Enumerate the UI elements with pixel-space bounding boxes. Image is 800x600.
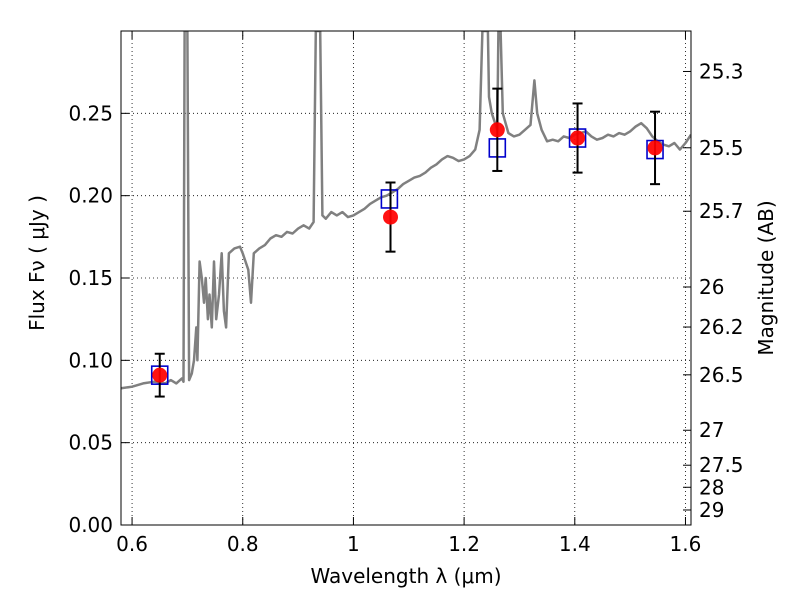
observed-photometry-series [152, 87, 663, 398]
y-tick-label: 0.05 [68, 431, 113, 455]
right-tick-label: 26.5 [699, 363, 744, 387]
right-tick-label: 25.7 [699, 199, 744, 223]
right-axis-label: Magnitude (AB) [754, 200, 778, 355]
observed-point [489, 122, 505, 138]
y-tick-label: 0.20 [68, 184, 113, 208]
observed-point [570, 130, 586, 146]
x-tick-label: 0.8 [227, 532, 259, 556]
y-tick-label: 0.15 [68, 266, 113, 290]
model-photometry-square [380, 189, 399, 209]
x-tick-label: 0.6 [116, 532, 148, 556]
x-axis-ticks: 0.6 0.8 1 1.2 1.4 1.6 [116, 31, 701, 556]
right-tick-label: 25.5 [699, 136, 744, 160]
x-tick-label: 1.2 [448, 532, 480, 556]
observed-point [647, 140, 663, 156]
observed-point [152, 367, 168, 383]
right-tick-label: 26 [699, 275, 724, 299]
y-tick-label: 0.10 [68, 348, 113, 372]
observed-point [383, 209, 399, 225]
right-tick-label: 25.3 [699, 59, 744, 83]
x-tick-label: 1.6 [670, 532, 702, 556]
y-tick-label: 0.25 [68, 101, 113, 125]
right-tick-label: 27.5 [699, 453, 744, 477]
x-axis-label: Wavelength λ (μm) [310, 564, 501, 588]
right-tick-label: 28 [699, 475, 724, 499]
y-axis-ticks: 0.00 0.05 0.10 0.15 0.20 0.25 [68, 101, 129, 537]
right-tick-label: 26.2 [699, 315, 744, 339]
x-tick-label: 1.4 [559, 532, 591, 556]
x-tick-label: 1 [347, 532, 360, 556]
y-tick-label: 0.00 [68, 513, 113, 537]
y-axis-label: Flux Fν ( μJy ) [25, 195, 49, 331]
right-tick-label: 27 [699, 418, 724, 442]
right-tick-label: 29 [699, 498, 724, 522]
